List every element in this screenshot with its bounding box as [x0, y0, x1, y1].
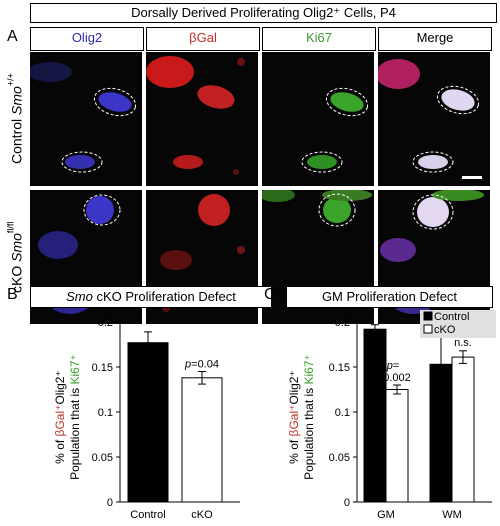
chart-b-ylabel-part-0: % of [53, 436, 67, 463]
chart-b-ytick-label: 0.15 [92, 362, 113, 374]
chart-c-ylabel2-part-0: Population that is [302, 384, 316, 479]
panel-a-title: Dorsally Derived Proliferating Olig2⁺ Ce… [30, 3, 497, 23]
chart-c-ylabel-part-4: ⁺ [287, 370, 301, 376]
column-header-bgal: βGal [146, 27, 260, 51]
chart-c-legend-box [420, 310, 496, 338]
chart-c-legend-swatch [423, 324, 433, 334]
micrograph-control-olig2 [30, 52, 142, 186]
chart-c-ylabel-part-1: βGal [287, 411, 301, 437]
panel-b-title-text: cKO Proliferation Defect [92, 289, 236, 304]
chart-b-ytick-label: 0.1 [98, 407, 113, 419]
chart-b-ylabel-line1: % of βGal⁺Olig2⁺ [53, 370, 67, 464]
chart-b-annotation-p: p [184, 359, 191, 371]
chart-c-ylabel-line2: Population that is Ki67⁺ [302, 354, 316, 480]
column-label-olig2: Olig2 [71, 30, 103, 45]
column-label-bgal: βGal [189, 30, 217, 45]
micrograph-control-bgal [146, 52, 258, 186]
micrograph-control-ki67 [262, 52, 374, 186]
column-label-ki67: Ki67 [305, 30, 333, 45]
chart-b-ylabel-line2: Population that is Ki67⁺ [68, 354, 82, 480]
chart-b-ylabel2-part-0: Population that is [68, 384, 82, 479]
chart-c-annotation-eq: = [393, 360, 399, 372]
column-label-merge: Merge [416, 30, 454, 45]
chart-c-legend-label: Control [434, 311, 469, 323]
scale-bar [462, 176, 482, 179]
chart-b-ylabel2-part-2: ⁺ [68, 354, 82, 360]
chart-c-ylabel2-part-1: Ki67 [302, 360, 316, 384]
chart-b-ylabel-part-4: ⁺ [53, 370, 67, 376]
chart-c-bar [451, 356, 475, 503]
chart-b-xtick-label: Control [130, 509, 165, 521]
chart-c-ylabel-part-0: % of [287, 436, 301, 463]
panel-b-title: Smo cKO Proliferation Defect [30, 286, 272, 308]
chart-b-bar [127, 342, 169, 503]
chart-c-annotation-p: p= [386, 360, 400, 372]
chart-b-ytick-label: 0.2 [98, 317, 113, 329]
chart-b-ylabel-part-2: ⁺ [53, 405, 67, 411]
panel-c-letter: C [264, 286, 276, 303]
chart-b-ylabel2-part-1: Ki67 [68, 360, 82, 384]
chart-b-ylabel-part-1: βGal [53, 411, 67, 437]
column-header-ki67: Ki67 [262, 27, 376, 51]
chart-b-bar [181, 377, 223, 503]
chart-c-legend-label: cKO [434, 324, 456, 336]
chart-c-ytick-label: 0.1 [335, 407, 350, 419]
chart-b-xtick-label: cKO [191, 509, 213, 521]
row-label-control-genotype: +/+ [5, 73, 16, 87]
chart-b-ytick-label: 0.05 [92, 452, 113, 464]
column-header-merge: Merge [378, 27, 492, 51]
chart-c-bar [363, 328, 387, 503]
column-header-olig2: Olig2 [30, 27, 144, 51]
chart-c-xtick-label: GM [377, 509, 395, 521]
chart-c-ytick-label: 0.15 [329, 362, 350, 374]
panel-c-title: GM Proliferation Defect [286, 286, 493, 308]
row-label-control-gene: Smo [8, 86, 25, 116]
chart-c-ytick-label: 0 [344, 497, 350, 509]
micrograph-control-merge [378, 52, 490, 186]
row-label-control: Control Smo+/+ [2, 52, 28, 186]
panel-b-title-gene: Smo [66, 289, 93, 304]
panel-a-letter: A [7, 28, 18, 45]
chart-b-ytick-label: 0 [107, 497, 113, 509]
chart-c-ylabel-part-2: ⁺ [287, 405, 301, 411]
row-label-cko-gene: Smo [8, 232, 25, 262]
chart-c-ytick-label: 0.05 [329, 452, 350, 464]
chart-c: 00.050.10.150.2% of βGal⁺Olig2⁺Populatio… [287, 310, 496, 521]
chart-c-ylabel2-part-2: ⁺ [302, 354, 316, 360]
chart-b-annotation: p=0.04 [184, 359, 219, 371]
chart-c-annotation-ns: n.s. [454, 337, 472, 349]
row-label-control-prefix: Control [8, 115, 25, 165]
chart-c-legend-swatch [423, 311, 433, 321]
chart-c-xtick-label: WM [442, 509, 462, 521]
chart-b-ylabel-part-3: Olig2 [53, 376, 67, 404]
chart-c-ylabel-part-3: Olig2 [287, 376, 301, 404]
chart-b-annotation-value: =0.04 [191, 359, 219, 371]
chart-b: 00.050.10.150.2% of βGal⁺Olig2⁺Populatio… [53, 317, 240, 521]
chart-c-annotation-value: 0.002 [383, 372, 411, 384]
chart-c-ylabel-line1: % of βGal⁺Olig2⁺ [287, 370, 301, 464]
chart-c-ytick-label: 0.2 [335, 317, 350, 329]
row-label-cko-genotype: fl/fl [5, 221, 16, 233]
chart-c-bar [385, 389, 409, 503]
panel-b-letter: B [7, 286, 18, 303]
